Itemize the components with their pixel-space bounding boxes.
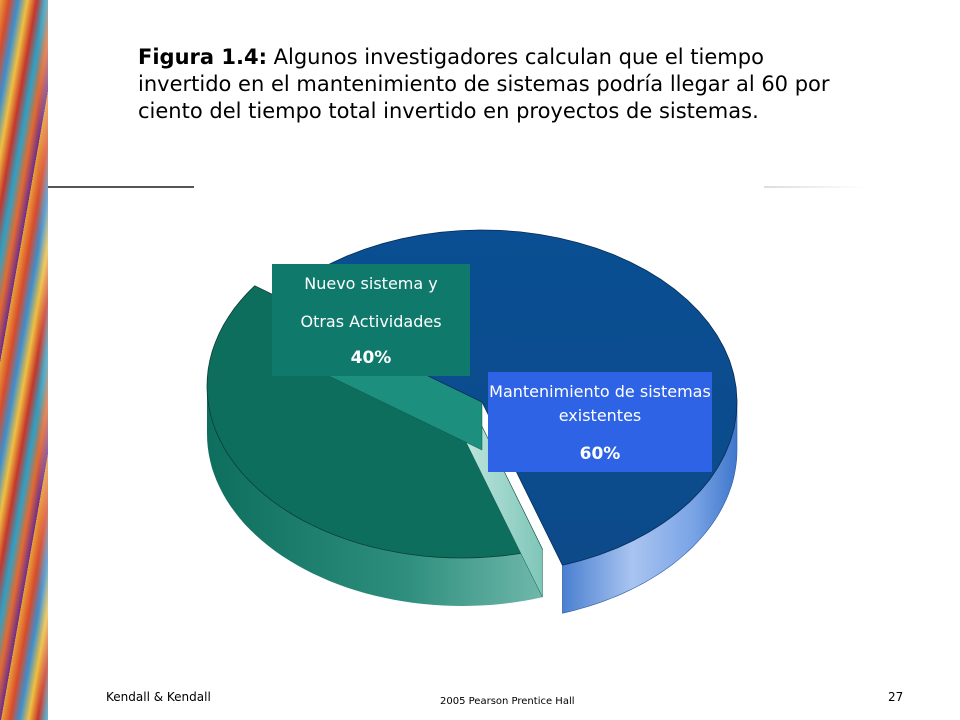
page-number: 27 (888, 690, 904, 704)
slice-new-side (207, 386, 543, 606)
figure-caption: Figura 1.4: Algunos investigadores calcu… (138, 44, 858, 125)
footer-publisher: 2005 Pearson Prentice Hall (440, 696, 575, 707)
caption-bold: Figura 1.4: (138, 45, 267, 69)
decorative-stripe (0, 0, 48, 720)
divider-left (48, 186, 194, 188)
label-new-line1: Nuevo sistema y (304, 274, 438, 293)
divider-right (764, 186, 864, 188)
label-main-text: Mantenimiento de sistemas existentes (489, 382, 711, 425)
caption-text: Algunos investigadores calculan que el t… (138, 45, 830, 123)
label-main-percent: 60% (579, 444, 621, 464)
label-maintenance: Mantenimiento de sistemas existentes 60% (488, 372, 712, 472)
footer-authors: Kendall & Kendall (106, 690, 211, 704)
label-new-line2: Otras Actividades (300, 312, 442, 331)
label-new-system: Nuevo sistema y Otras Actividades 40% (272, 264, 470, 376)
label-new-percent: 40% (350, 348, 392, 368)
